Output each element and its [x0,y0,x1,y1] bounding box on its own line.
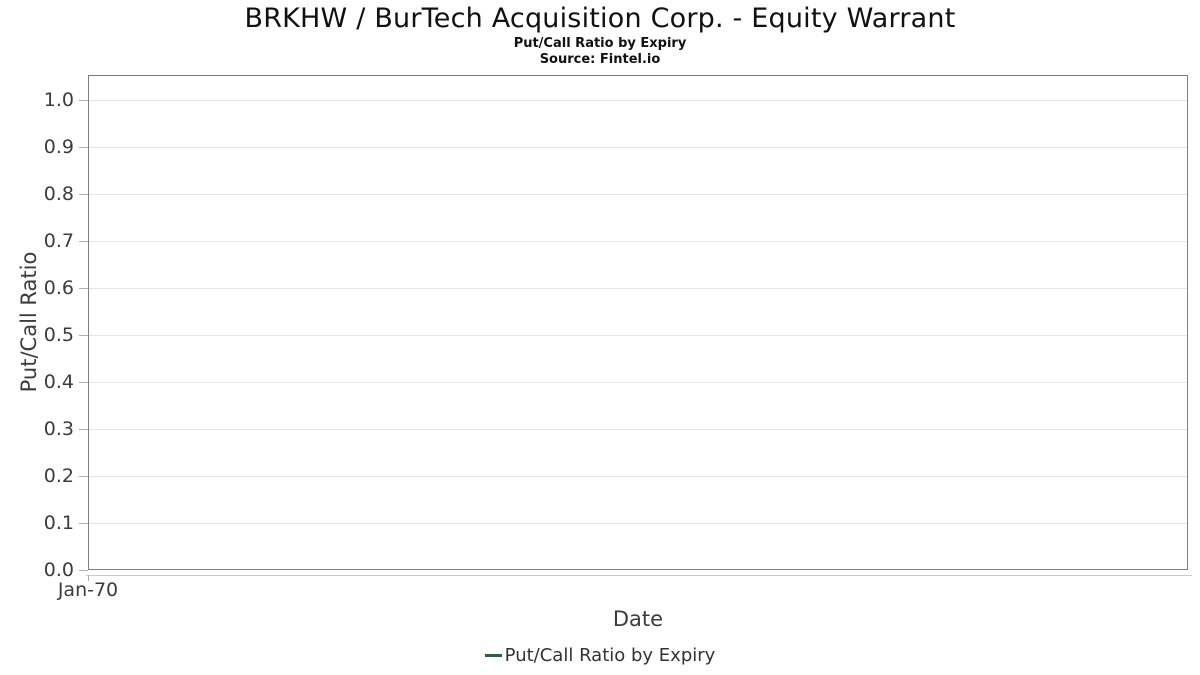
y-tick-label: 0.6 [43,277,74,299]
x-axis-line [86,575,1192,576]
y-tick-label: 0.2 [43,465,74,487]
y-gridline [89,429,1187,430]
plot-area [88,75,1188,570]
legend-line-marker-icon [484,654,502,657]
y-gridline [89,476,1187,477]
y-tick-mark [79,100,88,101]
y-gridline [89,335,1187,336]
x-tick-label: Jan-70 [57,579,119,601]
legend-item[interactable]: Put/Call Ratio by Expiry [484,645,716,666]
y-gridline [89,523,1187,524]
x-axis-title: Date [612,607,664,631]
y-tick-label: 0.9 [43,136,74,158]
y-gridline [89,241,1187,242]
y-tick-mark [79,194,88,195]
y-tick-mark [79,335,88,336]
y-tick-label: 0.7 [43,230,74,252]
y-tick-label: 0.4 [43,371,74,393]
y-tick-mark [79,429,88,430]
y-tick-mark [79,147,88,148]
y-gridline [89,382,1187,383]
y-tick-mark [79,523,88,524]
y-tick-label: 0.3 [43,418,74,440]
y-tick-label: 0.1 [43,512,74,534]
chart-title: BRKHW / BurTech Acquisition Corp. - Equi… [244,3,956,34]
y-gridline [89,147,1187,148]
y-tick-mark [79,288,88,289]
y-tick-label: 0.8 [43,183,74,205]
legend-label: Put/Call Ratio by Expiry [504,645,716,666]
y-gridline [89,288,1187,289]
y-tick-mark [79,570,88,571]
y-gridline [89,100,1187,101]
chart-source-label: Source: Fintel.io [539,52,661,67]
y-tick-mark [79,476,88,477]
chart-subtitle: Put/Call Ratio by Expiry [513,36,687,51]
y-tick-mark [79,382,88,383]
legend: Put/Call Ratio by Expiry [0,645,1200,666]
x-tick-mark [88,575,89,581]
y-tick-label: 0.5 [43,324,74,346]
y-tick-label: 1.0 [43,89,74,111]
y-gridline [89,194,1187,195]
y-tick-label: 0.0 [43,559,74,581]
y-tick-mark [79,241,88,242]
